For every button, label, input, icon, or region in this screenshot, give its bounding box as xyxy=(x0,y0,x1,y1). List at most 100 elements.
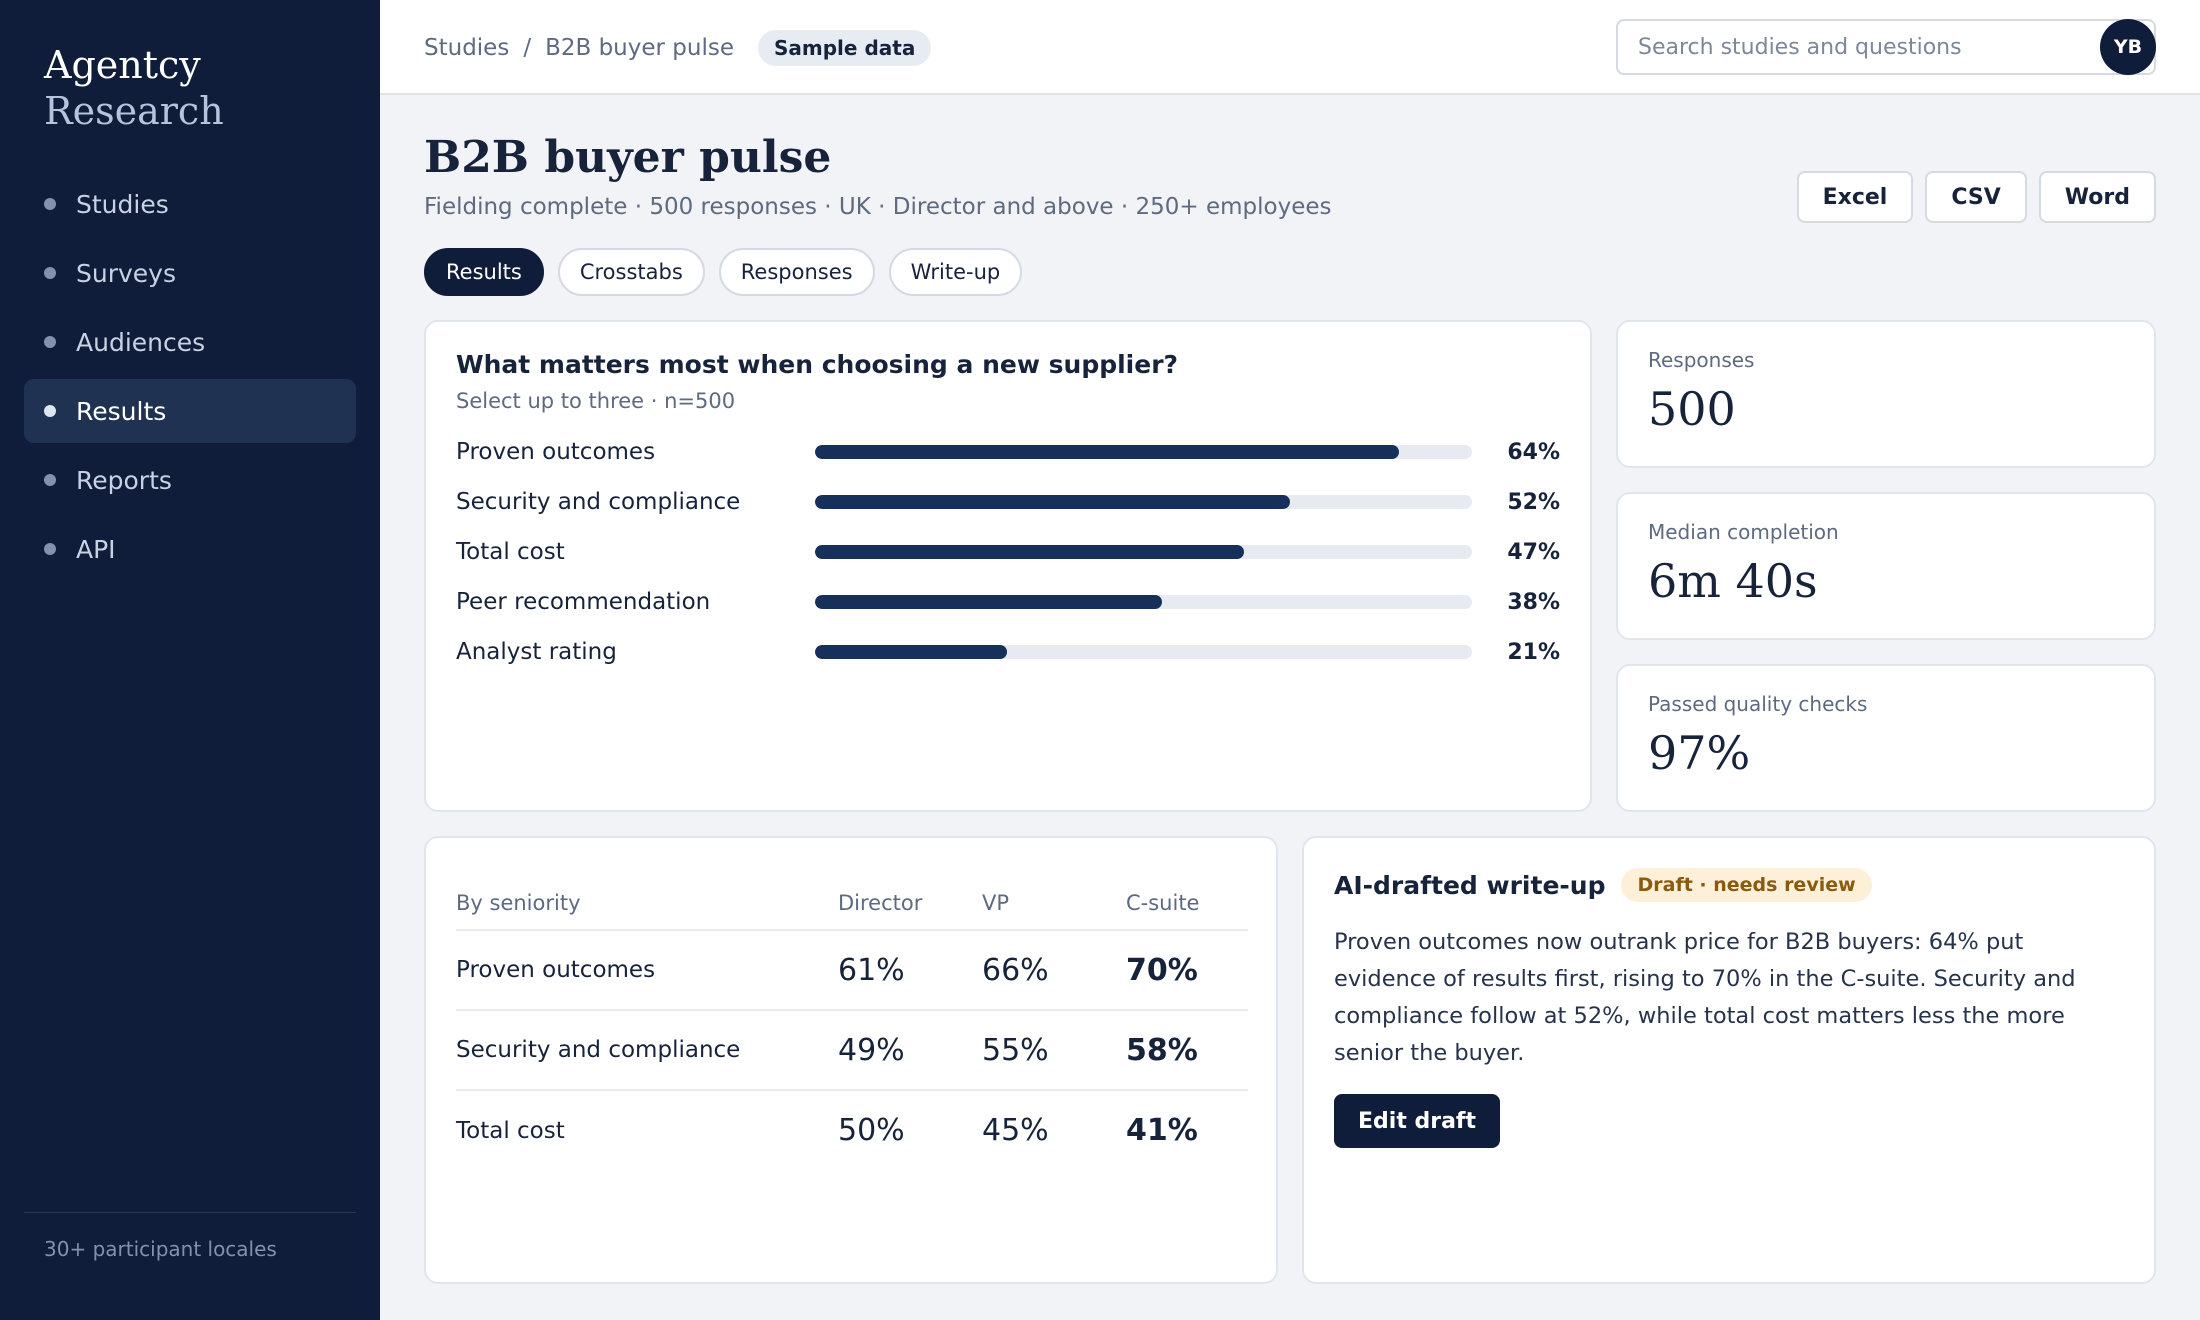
sidebar-item-label: API xyxy=(76,534,116,564)
search-input[interactable] xyxy=(1616,19,2156,75)
bar-track xyxy=(815,645,1473,659)
bullet-icon xyxy=(44,198,56,210)
sidebar-item-label: Audiences xyxy=(76,327,206,357)
brand-name-line2: Research xyxy=(44,89,224,133)
sidebar-footer: 30+ participant locales xyxy=(24,1212,356,1261)
table-cell: 49% xyxy=(838,1010,982,1091)
table-cell: 45% xyxy=(982,1113,1049,1148)
bullet-icon xyxy=(44,474,56,486)
export-buttons: Excel CSV Word xyxy=(1796,171,2156,223)
column-header: VP xyxy=(982,868,1126,931)
brand-logo[interactable]: Agentcy Research xyxy=(44,42,224,134)
bar-label: Peer recommendation xyxy=(456,589,711,615)
tab-responses[interactable]: Responses xyxy=(718,248,875,296)
crosstab-card: By seniority Director VP C-suite Proven … xyxy=(424,836,1278,1284)
sidebar-item-api[interactable]: API xyxy=(24,517,356,581)
export-excel-button[interactable]: Excel xyxy=(1796,171,1914,223)
writeup-body: Proven outcomes now outrank price for B2… xyxy=(1334,929,2076,1066)
bar-value-label: 64% xyxy=(1507,439,1560,465)
bar xyxy=(815,545,1245,559)
table-cell: 55% xyxy=(982,1010,1126,1091)
table-row: Total cost 50% 45% 41% xyxy=(456,1090,1248,1170)
bar-row: Total cost 47% xyxy=(456,527,1560,577)
bar-value-label: 47% xyxy=(1507,539,1560,565)
bar-label: Proven outcomes xyxy=(456,439,656,465)
writeup-header: AI-drafted write-up Draft · needs review xyxy=(1334,868,2124,902)
bar-label: Security and compliance xyxy=(456,489,741,515)
table-cell: 70% xyxy=(1126,930,1248,1011)
sidebar-item-results[interactable]: Results xyxy=(24,379,356,443)
page-subtitle: Fielding complete · 500 responses · UK ·… xyxy=(424,194,1332,220)
breadcrumb-separator: / xyxy=(523,35,532,61)
sidebar-item-surveys[interactable]: Surveys xyxy=(24,241,356,305)
bullet-icon xyxy=(44,405,56,417)
bullet-icon xyxy=(44,336,56,348)
stat-card-quality-checks: Passed quality checks 97% xyxy=(1616,664,2156,812)
bar-row: Analyst rating 21% xyxy=(456,627,1560,677)
sidebar-item-studies[interactable]: Studies xyxy=(24,172,356,236)
writeup-title: AI-drafted write-up xyxy=(1334,870,1606,900)
table-cell: 61% xyxy=(838,930,982,1011)
crosstab-table: By seniority Director VP C-suite Proven … xyxy=(456,868,1248,1170)
avatar[interactable]: YB xyxy=(2100,19,2156,75)
bar-track xyxy=(815,445,1473,459)
table-row: Proven outcomes 61% 66% 70% xyxy=(456,930,1248,1011)
view-tabs: Results Crosstabs Responses Write-up xyxy=(424,248,1023,296)
stat-card-median-completion: Median completion 6m 40s xyxy=(1616,492,2156,640)
sidebar-item-label: Studies xyxy=(76,189,169,219)
bar xyxy=(815,645,1007,659)
bar-value-label: 52% xyxy=(1507,489,1560,515)
stat-value: 97% xyxy=(1648,726,1751,780)
bar xyxy=(815,595,1162,609)
bar-label: Analyst rating xyxy=(456,639,617,665)
question-title: What matters most when choosing a new su… xyxy=(456,350,1179,379)
bullet-icon xyxy=(44,267,56,279)
tab-write-up[interactable]: Write-up xyxy=(888,248,1023,296)
bar-track xyxy=(815,495,1473,509)
topbar: Studies / B2B buyer pulse Sample data YB xyxy=(380,0,2200,95)
bar-row: Peer recommendation 38% xyxy=(456,577,1560,627)
draft-status-badge: Draft · needs review xyxy=(1621,868,1872,902)
export-word-button[interactable]: Word xyxy=(2038,171,2156,223)
export-csv-button[interactable]: CSV xyxy=(1925,171,2027,223)
page-title: B2B buyer pulse xyxy=(424,132,832,183)
sidebar-item-label: Results xyxy=(76,396,167,426)
bar-track xyxy=(815,595,1473,609)
question-subtitle: Select up to three · n=500 xyxy=(456,389,736,413)
table-cell: 50% xyxy=(838,1113,905,1148)
tab-results[interactable]: Results xyxy=(424,248,544,296)
breadcrumb: Studies / B2B buyer pulse Sample data xyxy=(424,30,932,66)
column-header: By seniority xyxy=(456,868,838,931)
bar-track xyxy=(815,545,1473,559)
sidebar-item-reports[interactable]: Reports xyxy=(24,448,356,512)
tab-crosstabs[interactable]: Crosstabs xyxy=(557,248,705,296)
row-label: Security and compliance xyxy=(456,1010,838,1091)
breadcrumb-studies[interactable]: Studies xyxy=(424,35,510,61)
sidebar-item-label: Surveys xyxy=(76,258,176,288)
bar-row: Security and compliance 52% xyxy=(456,477,1560,527)
brand-name-line1: Agentcy xyxy=(44,43,201,87)
stat-label: Passed quality checks xyxy=(1648,692,1868,716)
bar-value-label: 21% xyxy=(1507,639,1560,665)
bar xyxy=(815,495,1290,509)
column-header: C-suite xyxy=(1126,868,1248,931)
writeup-card: AI-drafted write-up Draft · needs review… xyxy=(1302,836,2156,1284)
sidebar-item-label: Reports xyxy=(76,465,172,495)
stat-value: 6m 40s xyxy=(1648,554,1818,608)
bar-label: Total cost xyxy=(456,539,565,565)
bar-row: Proven outcomes 64% xyxy=(456,427,1560,477)
table-header-row: By seniority Director VP C-suite xyxy=(456,868,1248,931)
edit-draft-button[interactable]: Edit draft xyxy=(1334,1094,1501,1148)
bullet-icon xyxy=(44,543,56,555)
row-label: Total cost xyxy=(456,1117,565,1144)
sidebar-item-audiences[interactable]: Audiences xyxy=(24,310,356,374)
row-label: Proven outcomes xyxy=(456,930,838,1011)
table-cell: 58% xyxy=(1126,1010,1248,1091)
table-cell: 41% xyxy=(1126,1113,1198,1148)
sample-data-badge: Sample data xyxy=(758,30,932,66)
breadcrumb-current: B2B buyer pulse xyxy=(545,35,734,61)
bar xyxy=(815,445,1400,459)
stat-label: Responses xyxy=(1648,348,1755,372)
sidebar: Agentcy Research Studies Surveys Audienc… xyxy=(0,0,380,1320)
stat-label: Median completion xyxy=(1648,520,1839,544)
